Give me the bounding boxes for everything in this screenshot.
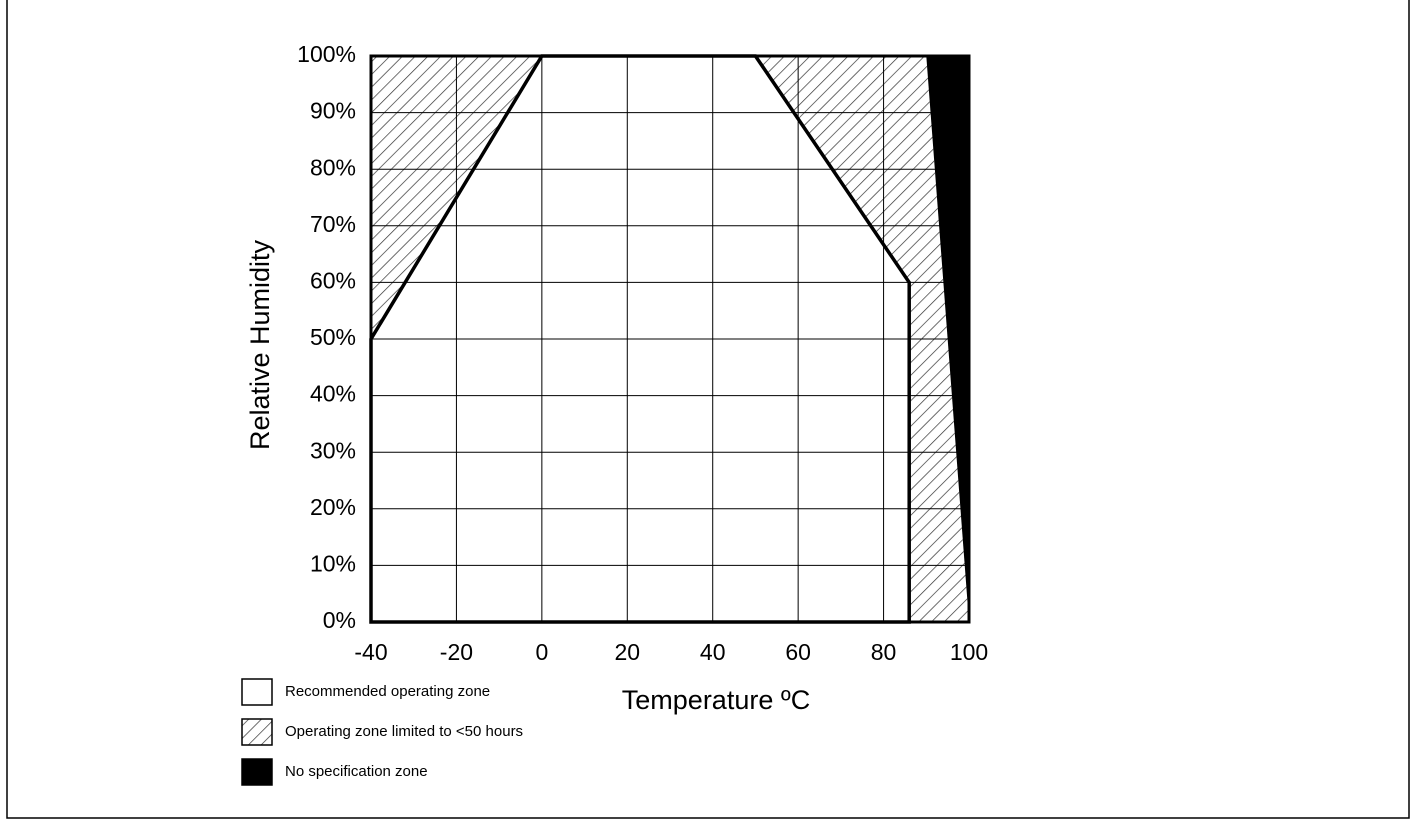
plot-border <box>369 54 971 624</box>
y-tick-label: 30% <box>310 437 356 463</box>
y-tick-label: 0% <box>323 607 356 633</box>
legend-label: Recommended operating zone <box>285 683 490 700</box>
x-tick-label: 100 <box>950 639 988 665</box>
x-axis-label: Temperature ºC <box>622 685 810 715</box>
x-tick-label: -20 <box>440 639 473 665</box>
y-tick-label: 90% <box>310 98 356 124</box>
y-tick-label: 70% <box>310 211 356 237</box>
legend-label: No specification zone <box>285 763 428 780</box>
y-tick-label: 50% <box>310 324 356 350</box>
x-tick-label: 60 <box>785 639 811 665</box>
legend-swatch <box>241 678 273 706</box>
y-tick-label: 60% <box>310 267 356 293</box>
x-tick-label: 20 <box>614 639 640 665</box>
frame <box>6 0 1410 819</box>
x-tick-label: 0 <box>535 639 548 665</box>
zone-area <box>755 56 969 622</box>
y-axis-label: Relative Humidity <box>245 239 275 450</box>
y-tick-label: 100% <box>297 41 356 67</box>
x-tick-label: 80 <box>871 639 897 665</box>
y-tick-label: 80% <box>310 154 356 180</box>
legend-swatch <box>241 758 273 786</box>
legend-swatch <box>241 718 273 746</box>
zone-area <box>926 56 969 622</box>
x-tick-label: -40 <box>354 639 387 665</box>
y-tick-label: 40% <box>310 381 356 407</box>
y-tick-label: 20% <box>310 494 356 520</box>
y-tick-label: 10% <box>310 550 356 576</box>
legend-label: Operating zone limited to <50 hours <box>285 723 523 740</box>
x-tick-label: 40 <box>700 639 726 665</box>
